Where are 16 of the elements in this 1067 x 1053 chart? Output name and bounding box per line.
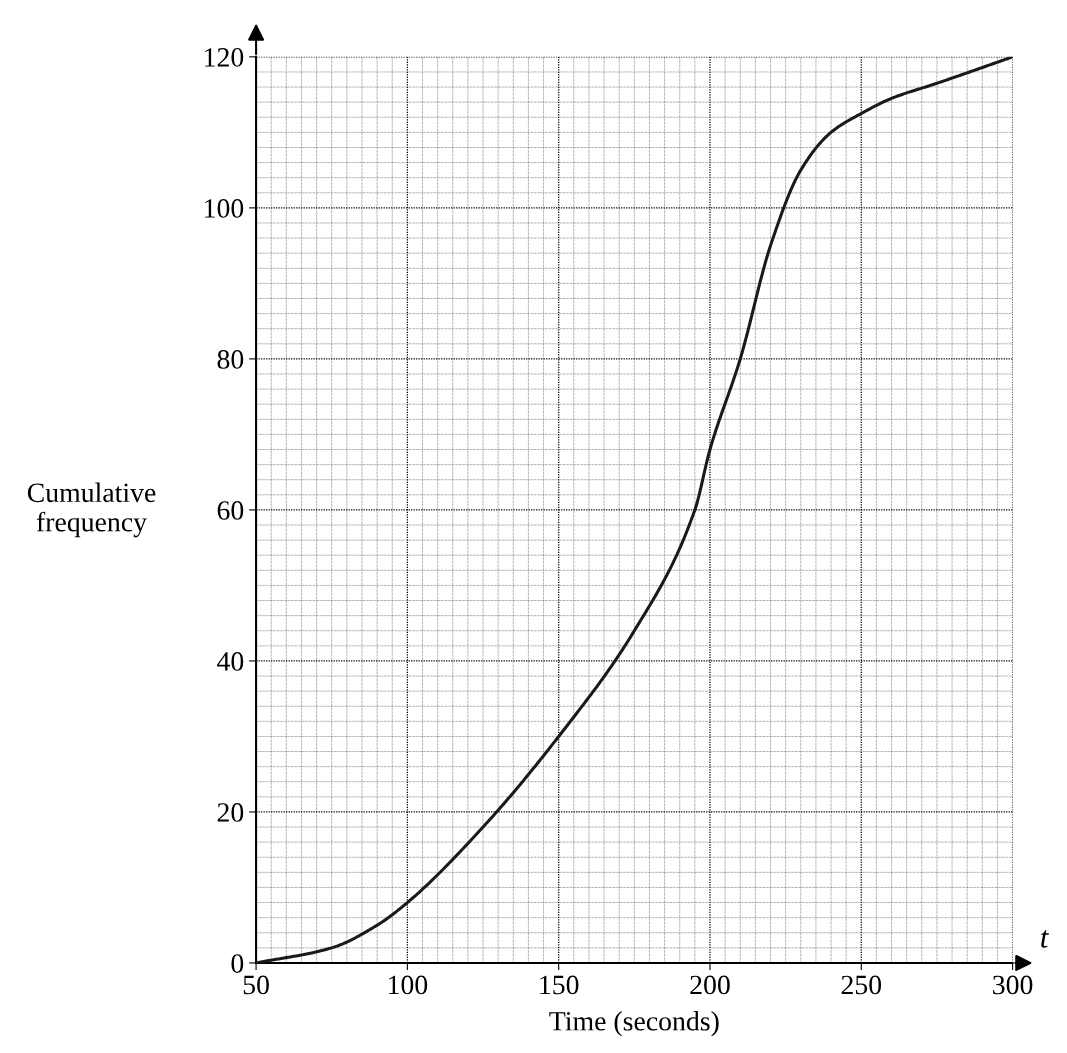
y-tick-label: 120: [205, 48, 244, 67]
x-axis-title: Time (seconds): [549, 1011, 719, 1037]
text: t: [1041, 930, 1049, 948]
x-tick-label: 150: [540, 975, 579, 995]
x-tick-label: 100: [388, 975, 428, 995]
y-tick-label: 0: [231, 954, 244, 973]
y-axis-title: Cumulative frequency: [27, 482, 156, 538]
x-tick-label: 50: [243, 975, 269, 995]
x-tick-label: 250: [841, 975, 882, 995]
y-tick-label: 80: [217, 350, 244, 369]
x-tick-label: 200: [690, 975, 730, 995]
y-tick-label: 60: [217, 501, 244, 520]
y-tick-label: 20: [217, 803, 244, 822]
x-tick-label: 300: [993, 975, 1033, 995]
y-tick-label: 40: [217, 652, 244, 671]
y-tick-label: 100: [205, 199, 244, 218]
